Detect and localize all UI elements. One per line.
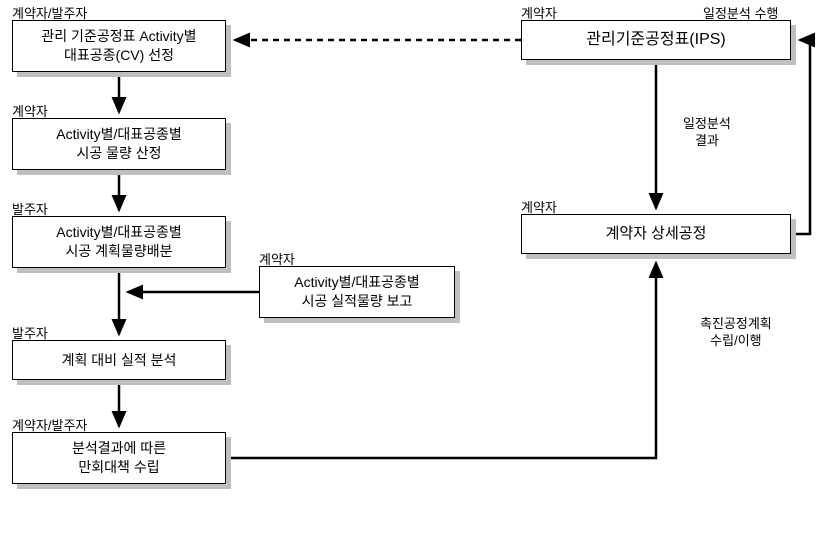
role-label-n8: 계약자 xyxy=(521,197,557,216)
role-label-n5: 발주자 xyxy=(12,323,48,342)
node-text-line1: 관리 기준공정표 Activity별 xyxy=(41,27,196,46)
node-text-line2: 시공 물량 산정 xyxy=(76,144,161,163)
role-label-n4: 계약자 xyxy=(259,249,295,268)
node-ips: 관리기준공정표(IPS) xyxy=(521,20,791,60)
node-cv-selection: 관리 기준공정표 Activity별 대표공종(CV) 선정 xyxy=(12,20,226,72)
role-label-n2: 계약자 xyxy=(12,101,48,120)
node-text-line2: 대표공종(CV) 선정 xyxy=(64,46,174,65)
node-text-line2: 시공 실적물량 보고 xyxy=(302,292,413,311)
node-text-line2: 만회대책 수립 xyxy=(78,458,159,477)
role-label-n7b: 일정분석 수행 xyxy=(703,3,778,22)
node-text-line1: Activity별/대표공종별 xyxy=(294,273,420,292)
node-detail-schedule: 계약자 상세공정 xyxy=(521,214,791,254)
node-recovery-plan: 분석결과에 따른 만회대책 수립 xyxy=(12,432,226,484)
node-text-line1: Activity별/대표공종별 xyxy=(56,125,182,144)
node-actual-report: Activity별/대표공종별 시공 실적물량 보고 xyxy=(259,266,455,318)
edge-label-line1: 촉진공정계획 xyxy=(700,316,772,333)
node-text-line2: 시공 계획물량배분 xyxy=(66,242,173,261)
role-label-n3: 발주자 xyxy=(12,199,48,218)
edge-label-acceleration-plan: 촉진공정계획 수립/이행 xyxy=(700,316,772,350)
edge-label-schedule-result: 일정분석 결과 xyxy=(683,116,731,150)
node-quantity-calc: Activity별/대표공종별 시공 물량 산정 xyxy=(12,118,226,170)
node-text-line1: 관리기준공정표(IPS) xyxy=(586,29,726,51)
edge-label-line2: 수립/이행 xyxy=(700,333,772,350)
edge-label-line1: 일정분석 xyxy=(683,116,731,133)
role-label-n7: 계약자 xyxy=(521,3,557,22)
node-plan-vs-actual: 계획 대비 실적 분석 xyxy=(12,340,226,380)
role-label-n6: 계약자/발주자 xyxy=(12,415,87,434)
node-text-line1: Activity별/대표공종별 xyxy=(56,223,182,242)
node-plan-distribution: Activity별/대표공종별 시공 계획물량배분 xyxy=(12,216,226,268)
node-text-line1: 계획 대비 실적 분석 xyxy=(62,351,177,370)
edge-label-line2: 결과 xyxy=(683,133,731,150)
node-text-line1: 분석결과에 따른 xyxy=(72,439,166,458)
node-text-line1: 계약자 상세공정 xyxy=(606,224,707,244)
role-label-n1: 계약자/발주자 xyxy=(12,3,87,22)
